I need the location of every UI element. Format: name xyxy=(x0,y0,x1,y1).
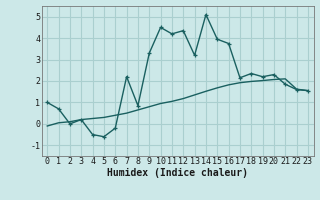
X-axis label: Humidex (Indice chaleur): Humidex (Indice chaleur) xyxy=(107,168,248,178)
